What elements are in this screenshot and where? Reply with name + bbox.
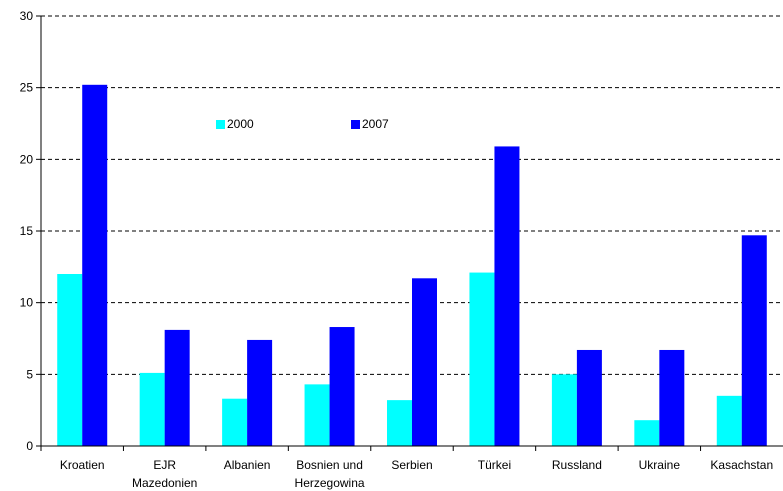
x-tick-label: Kroatien (60, 458, 105, 472)
bar-2000-4 (387, 400, 412, 446)
x-tick-label: Herzegowina (295, 476, 365, 490)
x-tick-label: Türkei (478, 458, 511, 472)
x-tick-label: Ukraine (639, 458, 681, 472)
bar-2000-6 (551, 374, 577, 446)
legend-swatch-2000 (216, 119, 225, 129)
x-tick-label: Kasachstan (710, 458, 773, 472)
y-tick-label: 0 (26, 439, 33, 453)
bar-2007-3 (329, 327, 355, 446)
bar-2000-2 (222, 398, 248, 446)
x-tick-label: Albanien (224, 458, 271, 472)
bar-2007-8 (741, 235, 767, 446)
legend-item-2000: 2000 (216, 117, 254, 131)
bar-2007-4 (412, 278, 437, 446)
bar-2007-2 (247, 339, 273, 446)
bar-2000-0 (57, 274, 83, 446)
x-tick-label: Serbien (391, 458, 432, 472)
x-tick-label: EJR (153, 458, 176, 472)
bar-2007-0 (82, 84, 108, 447)
bar-2000-1 (139, 372, 165, 446)
legend-label-2007: 2007 (362, 117, 389, 131)
y-tick-label: 30 (20, 9, 34, 23)
bar-2007-7 (659, 349, 685, 446)
y-tick-label: 10 (20, 296, 34, 310)
x-tick-label: Mazedonien (132, 476, 197, 490)
bar-2007-6 (576, 349, 602, 446)
bars (57, 84, 767, 447)
y-tick-label: 5 (26, 367, 33, 381)
legend-swatch-2007 (351, 119, 360, 129)
y-tick-label: 15 (20, 224, 34, 238)
bar-2000-7 (634, 420, 660, 446)
y-tick-label: 25 (20, 81, 34, 95)
x-axis: Kroatien EJR Mazedonien Albanien Bosnien und… (40, 445, 783, 490)
bar-2007-1 (164, 329, 190, 446)
legend-label-2000: 2000 (227, 117, 254, 131)
bar-2000-3 (304, 384, 330, 446)
x-tick-label: Russland (552, 458, 602, 472)
bar-2000-5 (469, 272, 495, 446)
y-axis: 0 5 10 15 20 25 30 (20, 9, 42, 453)
legend-item-2007: 2007 (351, 117, 389, 131)
bar-2000-8 (716, 395, 742, 446)
bar-2007-5 (494, 146, 520, 446)
y-tick-label: 20 (20, 152, 34, 166)
x-tick-label: Bosnien und (296, 458, 363, 472)
